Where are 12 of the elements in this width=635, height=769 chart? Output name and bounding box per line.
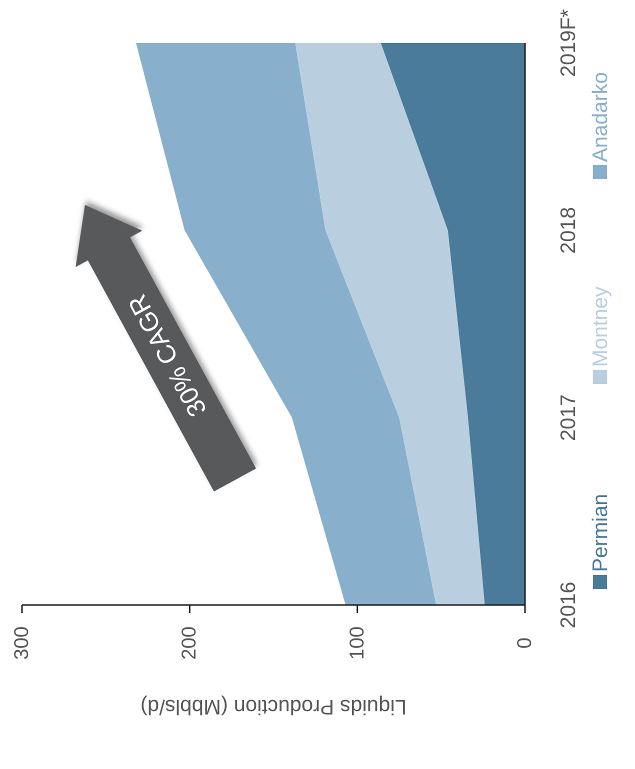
y-tick-label: 2019F* [557, 9, 580, 77]
x-tick-label: 300 [11, 626, 33, 660]
y-tick-label: 2018 [557, 206, 580, 254]
text: Anadarko [589, 72, 612, 162]
y-tick-label: 2017 [557, 394, 580, 442]
text: Montney [589, 286, 612, 367]
x-tick-label: 100 [346, 626, 368, 660]
text: Permian [589, 494, 612, 572]
y-tick-label: 2016 [557, 582, 580, 628]
x-axis-title: Liquids Production (Mbbls/d) [140, 695, 407, 718]
x-tick-label: 200 [178, 626, 201, 660]
x-tick-label: 0 [514, 637, 536, 649]
